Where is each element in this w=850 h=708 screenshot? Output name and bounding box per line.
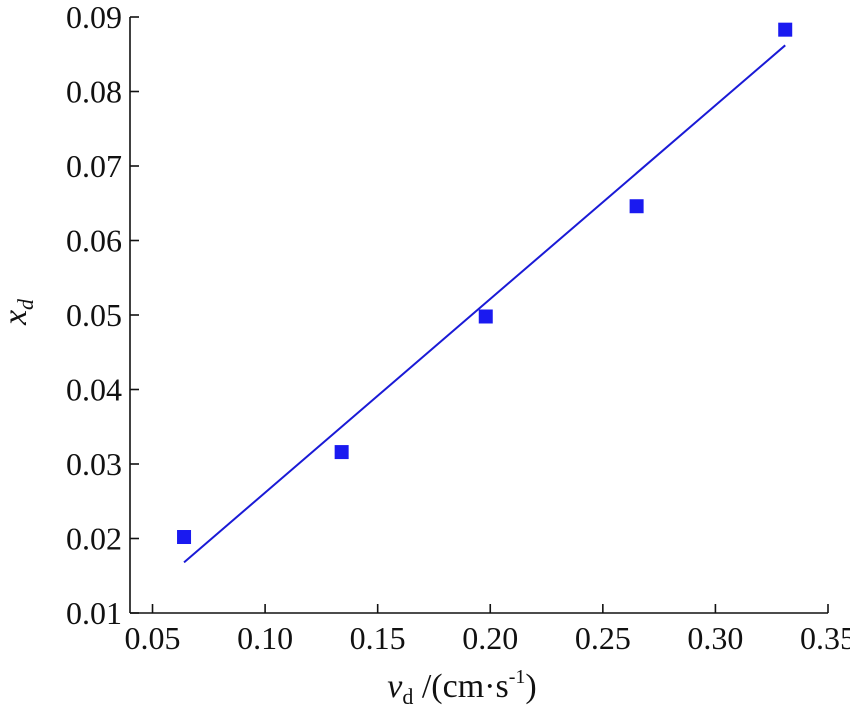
x-tick-label: 0.10 xyxy=(237,620,293,656)
data-point xyxy=(778,22,793,37)
x-tick-label: 0.25 xyxy=(575,620,631,656)
data-point xyxy=(177,530,192,545)
x-axis-label: vd /(cm·s-1) xyxy=(387,666,536,708)
x-ticks: 0.05 0.10 0.15 0.20 0.25 0.30 0.35 xyxy=(125,604,850,656)
data-point xyxy=(478,309,493,324)
x-tick-label: 0.20 xyxy=(462,620,518,656)
y-tick-label: 0.02 xyxy=(66,521,122,557)
fit-line xyxy=(183,44,786,564)
x-tick-label: 0.30 xyxy=(687,620,743,656)
x-tick-label: 0.15 xyxy=(350,620,406,656)
y-tick-label: 0.03 xyxy=(66,446,122,482)
y-tick-label: 0.01 xyxy=(66,595,122,631)
fit-line-group xyxy=(183,44,786,564)
y-tick-label: 0.07 xyxy=(66,148,122,184)
x-tick-label: 0.05 xyxy=(125,620,181,656)
x-tick-label: 0.35 xyxy=(800,620,850,656)
y-tick-label: 0.06 xyxy=(66,223,122,259)
data-points xyxy=(177,22,793,545)
y-tick-label: 0.08 xyxy=(66,74,122,110)
y-tick-label: 0.04 xyxy=(66,372,122,408)
data-point xyxy=(629,199,644,214)
y-tick-label: 0.09 xyxy=(66,0,122,35)
data-point xyxy=(334,445,349,460)
y-axis-label: xd xyxy=(0,298,38,326)
y-tick-label: 0.05 xyxy=(66,297,122,333)
y-ticks: 0.01 0.02 0.03 0.04 0.05 0.06 0.07 0.08 0.09 xyxy=(66,0,139,631)
